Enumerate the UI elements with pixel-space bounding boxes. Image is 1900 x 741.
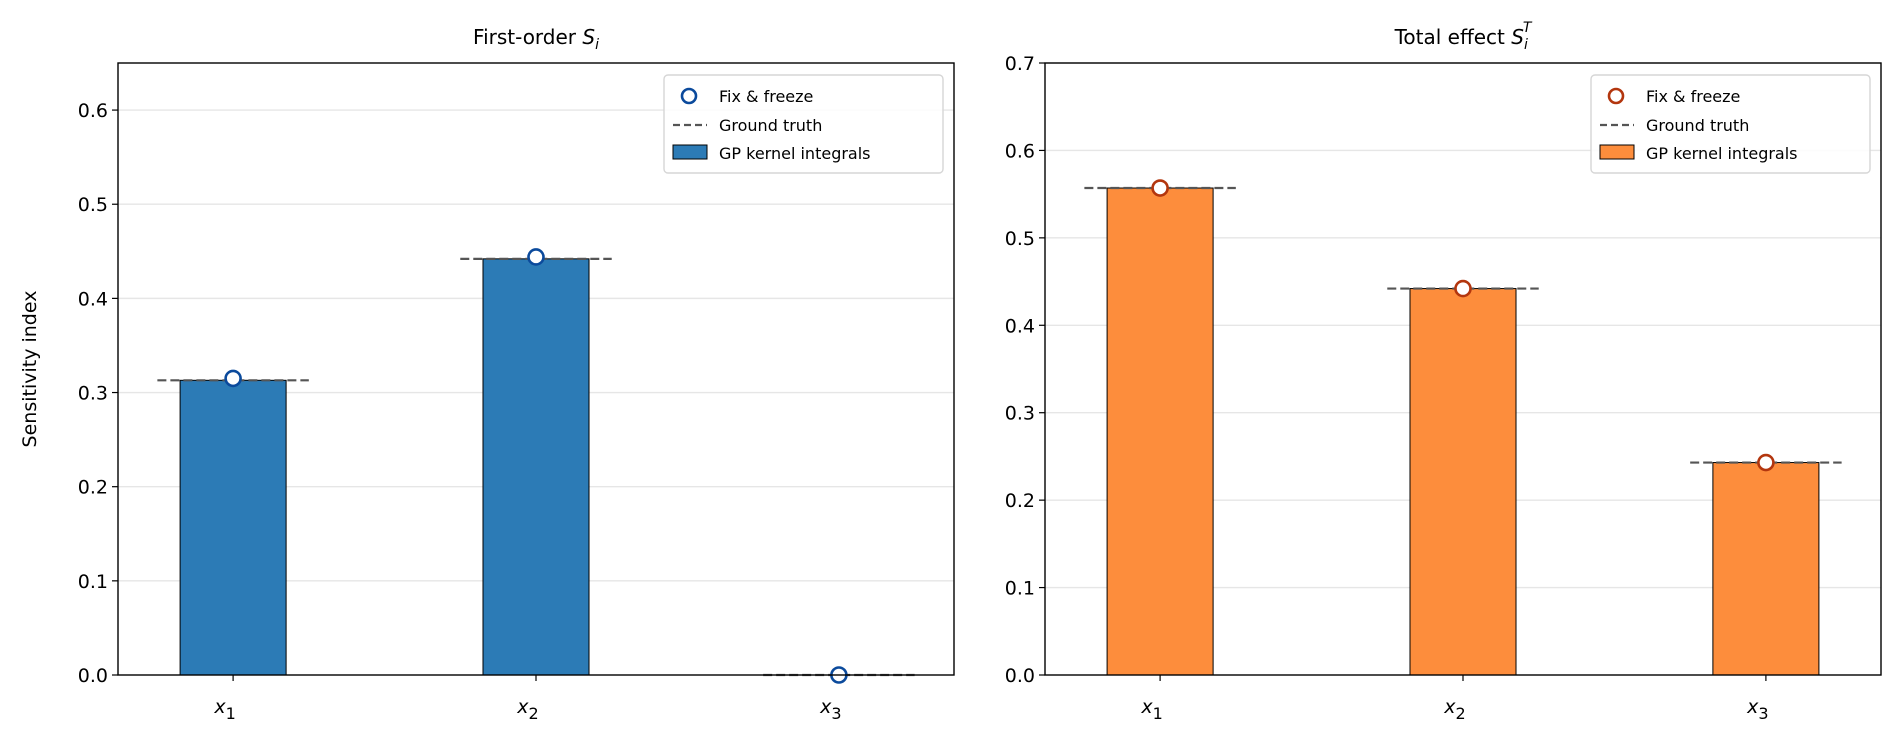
x-tick-label: x1	[213, 696, 235, 723]
x-tick-label: x2	[516, 696, 538, 723]
legend-marker-icon	[1607, 87, 1625, 105]
bar-x2	[1409, 288, 1517, 676]
legend: Fix & freeze Ground truth GP kernel integr…	[663, 74, 944, 174]
legend-label: Fix & freeze	[719, 87, 813, 106]
y-tick-label: 0.5	[1005, 228, 1035, 250]
y-tick-label: 0.7	[1005, 53, 1035, 75]
y-tick-label: 0.5	[78, 194, 108, 216]
y-tick-label: 0.3	[78, 383, 108, 405]
legend-label: GP kernel integrals	[1646, 144, 1798, 163]
axes-frame	[1044, 62, 1882, 676]
y-tick-label: 0.0	[78, 665, 108, 687]
y-tick-label: 0.6	[78, 100, 108, 122]
axes-frame	[117, 62, 955, 676]
panel-2: 0.0 0.1 0.2 0.3 0.4 0.5 0.6 0.7 x1 x2 x3 Total effe…	[1005, 20, 1882, 723]
legend-box	[663, 74, 944, 174]
y-tick-label: 0.0	[1005, 665, 1035, 687]
x-tick-label: x3	[819, 696, 841, 723]
panel-1: 0.0 0.1 0.2 0.3 0.4 0.5 0.6 x1 x2 x3 First-order S…	[19, 25, 955, 723]
legend-label: Ground truth	[719, 116, 822, 135]
x-tick-label: x3	[1746, 696, 1768, 723]
bar-x1	[179, 379, 287, 676]
chart-title: First-order Si	[473, 25, 599, 53]
y-tick-label: 0.6	[1005, 140, 1035, 162]
fix-freeze-marker-x3	[1757, 453, 1775, 472]
y-tick-label: 0.2	[78, 477, 108, 499]
fix-freeze-marker-x2	[527, 248, 545, 266]
legend-marker-icon	[680, 87, 698, 105]
y-axis-label: Sensitivity index	[19, 291, 41, 448]
legend-box	[1590, 74, 1871, 174]
y-tick-label: 0.3	[1005, 403, 1035, 425]
fix-freeze-marker-x1	[1151, 179, 1169, 197]
y-tick-label: 0.1	[78, 571, 108, 593]
legend-label: GP kernel integrals	[719, 144, 871, 163]
y-tick-label: 0.4	[78, 288, 108, 310]
y-tick-label: 0.4	[1005, 315, 1035, 337]
x-tick-label: x2	[1443, 696, 1465, 723]
bar-x2	[482, 258, 590, 676]
bar-x1	[1106, 187, 1214, 676]
y-tick-label: 0.1	[1005, 578, 1035, 600]
bar-x3	[1712, 462, 1820, 676]
y-tick-label: 0.2	[1005, 490, 1035, 512]
legend-bar-swatch-icon	[1599, 144, 1635, 160]
fix-freeze-marker-x1	[224, 369, 242, 388]
legend-label: Fix & freeze	[1646, 87, 1740, 106]
x-tick-label: x1	[1140, 696, 1162, 723]
legend-bar-swatch-icon	[672, 144, 708, 160]
legend: Fix & freeze Ground truth GP kernel integr…	[1590, 74, 1871, 174]
legend-label: Ground truth	[1646, 116, 1749, 135]
fix-freeze-marker-x2	[1454, 279, 1472, 298]
chart-title: Total effect SiT	[1394, 20, 1533, 53]
